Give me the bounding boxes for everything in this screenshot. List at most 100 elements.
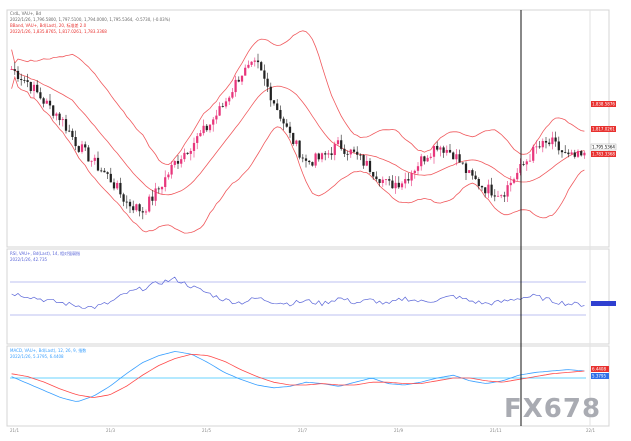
candle: [567, 149, 570, 158]
candle-body: [426, 157, 429, 162]
candle-body: [413, 170, 416, 174]
candle-body: [420, 156, 423, 167]
candle: [378, 178, 381, 187]
candle: [448, 143, 452, 154]
candle: [580, 150, 583, 157]
candle: [445, 145, 448, 156]
candle: [413, 169, 416, 179]
candle-body: [378, 179, 381, 183]
candle: [340, 134, 343, 151]
candle-body: [151, 196, 154, 201]
candle-body: [125, 201, 128, 203]
candle-body: [519, 164, 522, 173]
candle-body: [573, 152, 576, 157]
price-tag-label: 1,838.5876: [592, 102, 615, 107]
candle: [384, 179, 388, 186]
candle: [541, 138, 544, 153]
candle: [128, 199, 132, 213]
candle-body: [279, 109, 282, 119]
candle-body: [167, 174, 170, 178]
candle-body: [48, 100, 52, 106]
candle-body: [349, 149, 352, 155]
candle: [330, 147, 333, 160]
candle: [564, 145, 567, 154]
candle-body: [237, 79, 240, 82]
rsi-panel[interactable]: [6, 248, 610, 345]
candle: [144, 209, 148, 215]
candle-body: [330, 153, 333, 156]
price-tag-bg: [591, 101, 616, 107]
rsi-title-line: RSI, VAU+, Bd(Last), 14, 相对强弱指: [10, 250, 80, 256]
candle-body: [170, 164, 173, 175]
candle: [548, 138, 551, 147]
candle-body: [308, 160, 311, 163]
x-tick-label: 21/1: [10, 428, 19, 433]
main-price-panel[interactable]: [6, 9, 610, 248]
candle-body: [464, 163, 468, 173]
candle: [42, 96, 45, 108]
macd-panel[interactable]: [6, 345, 610, 427]
candle-body: [317, 153, 320, 160]
candle-body: [522, 164, 525, 165]
candle: [320, 152, 324, 163]
candle-body: [506, 185, 509, 197]
candle-body: [448, 149, 452, 153]
bb-line: BBand, VAU+, Bd(Last), 20, 标准差 2.0: [10, 22, 87, 28]
candle: [461, 162, 464, 165]
candle: [532, 144, 535, 164]
candle-body: [80, 144, 84, 152]
candle: [535, 140, 538, 154]
candle: [112, 178, 116, 191]
candle: [420, 153, 423, 171]
candle: [471, 168, 474, 180]
candle-body: [388, 179, 391, 181]
candle: [519, 158, 522, 176]
candle-body: [548, 142, 551, 145]
candle: [164, 170, 167, 192]
candle: [218, 102, 221, 116]
candle: [189, 148, 192, 161]
candle: [269, 82, 272, 107]
candle: [55, 112, 58, 121]
candle: [490, 177, 493, 198]
candle: [29, 81, 32, 94]
candle: [346, 150, 349, 161]
candle: [397, 176, 400, 189]
candle: [199, 129, 202, 137]
candle-body: [557, 141, 560, 151]
candle: [160, 186, 164, 195]
candle: [109, 167, 112, 183]
candle-body: [320, 153, 324, 160]
candle-body: [87, 147, 90, 162]
candle: [103, 167, 106, 173]
candle-body: [269, 86, 272, 101]
candle-body: [272, 100, 276, 104]
candle: [522, 161, 525, 167]
candle-body: [240, 75, 244, 82]
candle: [557, 136, 560, 155]
candle-body: [391, 180, 394, 189]
candle: [125, 195, 128, 209]
candle-body: [231, 92, 234, 98]
candle-body: [567, 152, 570, 155]
candle-body: [570, 152, 573, 155]
candle: [45, 98, 48, 104]
candle: [10, 66, 13, 70]
candle-body: [212, 119, 215, 125]
candle: [244, 64, 247, 76]
candle-body: [471, 170, 474, 176]
candle: [58, 112, 61, 126]
candle: [365, 155, 368, 167]
candle-body: [333, 144, 336, 156]
candle: [64, 114, 68, 134]
macd-tag-bg: [591, 373, 609, 379]
candle: [375, 171, 378, 182]
candle: [234, 75, 237, 97]
candle-body: [20, 79, 23, 81]
candle: [573, 149, 576, 159]
candle-body: [282, 118, 285, 124]
candle: [32, 81, 36, 98]
candle-body: [407, 179, 410, 181]
